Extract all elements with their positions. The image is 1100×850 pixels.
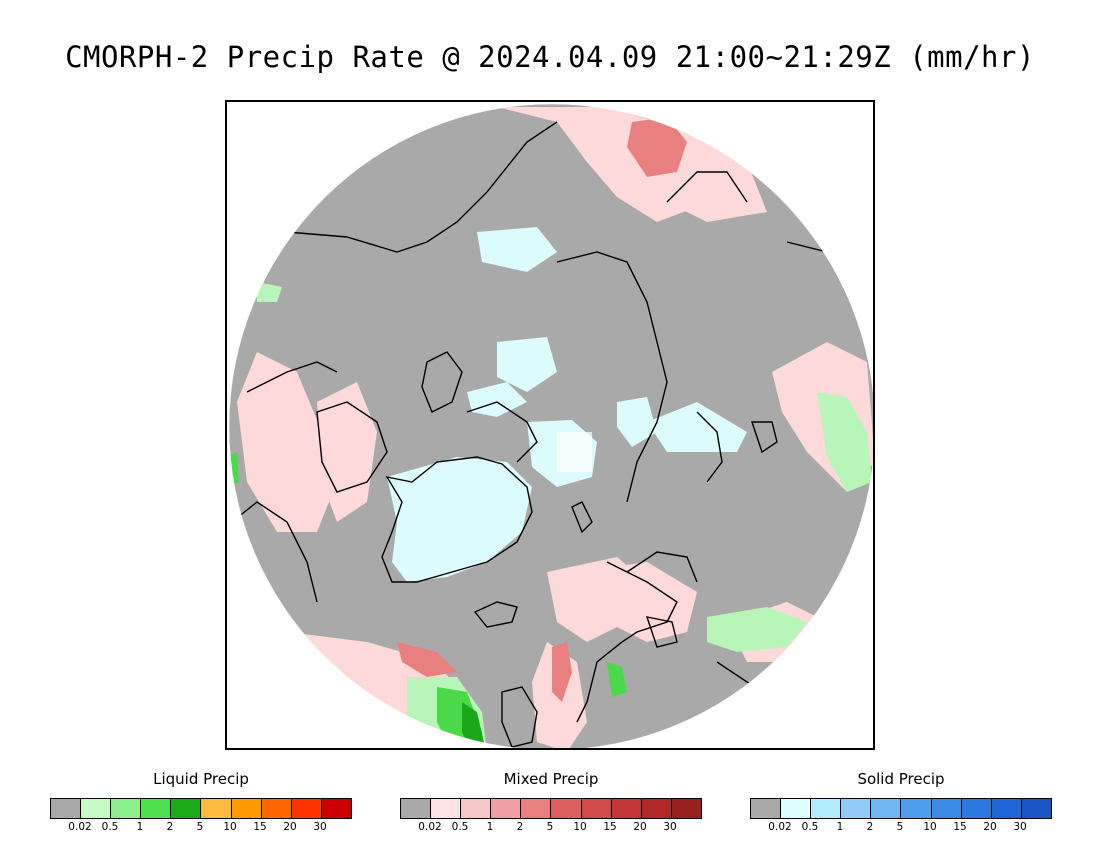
- legend-tick-label: 5: [196, 821, 204, 833]
- legend-tick-label: 10: [223, 821, 237, 833]
- legend-swatch: [261, 799, 292, 818]
- legend-title: Solid Precip: [857, 770, 945, 788]
- legend-tick-label: 30: [313, 821, 327, 833]
- high-latitude-snow-core: [557, 432, 592, 472]
- legend-tick-label: 0.5: [101, 821, 119, 833]
- legend-swatch: [521, 799, 552, 818]
- legend-swatch: [201, 799, 232, 818]
- precip-map: [225, 100, 875, 750]
- legend-swatch: [641, 799, 672, 818]
- legend-tick-label: 2: [866, 821, 874, 833]
- legend-swatch: [671, 799, 701, 818]
- legend-tick-label: 15: [953, 821, 967, 833]
- legend-tick-label: 20: [983, 821, 997, 833]
- legend-mixed-precip: Mixed Precip 0.02 0.5 1 2 5 10 15 20 30: [400, 770, 702, 835]
- legend-swatch: [551, 799, 582, 818]
- legend-tick-label: 20: [283, 821, 297, 833]
- legend-swatch: [431, 799, 462, 818]
- legend-swatch: [291, 799, 322, 818]
- legend-tick-label: 0.02: [768, 821, 792, 833]
- legend-tick-label: 0.5: [801, 821, 819, 833]
- legend-liquid-precip: Liquid Precip 0.02 0.5 1 2 5 10 15 20 30: [50, 770, 352, 835]
- legend-swatch: [901, 799, 932, 818]
- solid-precip-areas: [387, 227, 747, 582]
- legend-tick-label: 1: [486, 821, 494, 833]
- legend-tick-label: 15: [253, 821, 267, 833]
- legend-color-bar: [750, 798, 1052, 819]
- legend-color-bar: [50, 798, 352, 819]
- legend-swatch: [81, 799, 112, 818]
- legend-swatch: [51, 799, 82, 818]
- legend-tick-label: 1: [136, 821, 144, 833]
- legend-swatch: [111, 799, 142, 818]
- legend-swatch: [401, 799, 432, 818]
- legend-swatch: [781, 799, 812, 818]
- legend-swatch: [231, 799, 262, 818]
- legend-swatch: [961, 799, 992, 818]
- legend-solid-precip: Solid Precip 0.02 0.5 1 2 5 10 15 20 30: [750, 770, 1052, 835]
- legend-ticks: 0.02 0.5 1 2 5 10 15 20 30: [750, 821, 1052, 835]
- legend-tick-label: 2: [516, 821, 524, 833]
- legend-tick-label: 5: [546, 821, 554, 833]
- legend-swatch: [491, 799, 522, 818]
- polar-map-canvas: [228, 103, 873, 748]
- legend-title: Liquid Precip: [153, 770, 249, 788]
- legend-swatch: [811, 799, 842, 818]
- legend-tick-label: 20: [633, 821, 647, 833]
- map-title: CMORPH-2 Precip Rate @ 2024.04.09 21:00~…: [65, 40, 1035, 74]
- legend-ticks: 0.02 0.5 1 2 5 10 15 20 30: [400, 821, 702, 835]
- legend-tick-label: 15: [603, 821, 617, 833]
- polar-disk-edge: [228, 103, 873, 748]
- legend-swatch: [871, 799, 902, 818]
- legend-tick-label: 5: [896, 821, 904, 833]
- legend-tick-label: 0.5: [451, 821, 469, 833]
- legend-swatch: [581, 799, 612, 818]
- legend-swatch: [321, 799, 351, 818]
- legend-swatch: [141, 799, 172, 818]
- legend-swatch: [461, 799, 492, 818]
- legend-title: Mixed Precip: [503, 770, 599, 788]
- legend-color-bar: [400, 798, 702, 819]
- legend-tick-label: 0.02: [418, 821, 442, 833]
- legend-ticks: 0.02 0.5 1 2 5 10 15 20 30: [50, 821, 352, 835]
- legend-tick-label: 10: [923, 821, 937, 833]
- legend-tick-label: 0.02: [68, 821, 92, 833]
- legend-tick-label: 30: [663, 821, 677, 833]
- legend-tick-label: 10: [573, 821, 587, 833]
- legend-tick-label: 30: [1013, 821, 1027, 833]
- legend-swatch: [931, 799, 962, 818]
- legend-swatch: [1021, 799, 1051, 818]
- mixed-precip-moderate: [397, 117, 687, 702]
- legend-tick-label: 2: [166, 821, 174, 833]
- legend-tick-label: 1: [836, 821, 844, 833]
- legend-swatch: [751, 799, 782, 818]
- legend-swatch: [171, 799, 202, 818]
- legend-swatch: [991, 799, 1022, 818]
- legend-swatch: [611, 799, 642, 818]
- legend-swatch: [841, 799, 872, 818]
